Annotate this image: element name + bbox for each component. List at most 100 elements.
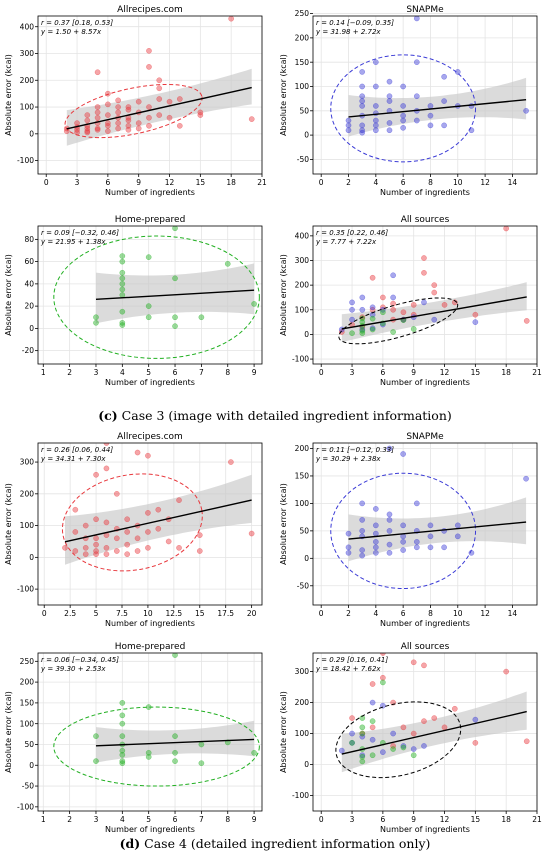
data-point	[400, 724, 407, 731]
data-point	[359, 500, 366, 507]
data-point	[251, 301, 257, 307]
data-point	[84, 125, 91, 132]
plot-frame	[37, 442, 263, 606]
tick-label-x: 7	[199, 368, 204, 377]
data-point	[196, 548, 203, 554]
data-point	[359, 753, 366, 760]
stat-correlation: r = 0.09 [−0.32, 0.46]	[41, 229, 119, 237]
data-point	[103, 519, 110, 526]
data-point	[451, 705, 458, 712]
data-point	[380, 749, 386, 755]
tick-label-x: 2	[346, 178, 351, 187]
tick-label-x: 8	[225, 368, 230, 377]
data-point	[380, 702, 386, 709]
data-point	[427, 522, 434, 529]
data-point	[198, 741, 205, 748]
data-point	[431, 282, 438, 288]
data-point	[155, 525, 162, 532]
data-point	[145, 754, 152, 760]
tick-label-x: 4	[120, 815, 125, 824]
tick-label-x: 6	[380, 815, 385, 824]
data-point	[74, 120, 80, 126]
tick-label-x: 1	[41, 815, 46, 824]
tick-label-y: 400	[295, 231, 310, 240]
data-point	[359, 715, 366, 721]
data-point	[410, 752, 417, 759]
regression-line	[348, 521, 527, 540]
data-point	[156, 77, 163, 84]
tick-label-y: 0	[304, 760, 309, 769]
data-point	[94, 125, 101, 132]
tick-label-y: 300	[20, 49, 35, 58]
tick-label-y: 200	[20, 678, 35, 687]
data-point	[146, 104, 152, 110]
x-axis-label: Number of ingredients	[380, 378, 470, 387]
tick-label-y: 200	[295, 281, 310, 290]
tick-label-x: 7	[199, 815, 204, 824]
data-point	[369, 752, 376, 759]
tick-label-x: 12	[440, 368, 450, 377]
tick-label-x: 3	[350, 368, 355, 377]
y-axis-label: Absolute error (kcal)	[4, 254, 13, 336]
data-point	[93, 541, 99, 548]
tick-label-y: 200	[295, 444, 310, 453]
data-point	[119, 308, 126, 315]
data-point	[400, 744, 407, 751]
tick-label-x: 6	[173, 368, 178, 377]
tick-label-x: 21	[532, 815, 542, 824]
data-point	[145, 529, 151, 535]
data-point	[369, 718, 376, 725]
chart-title: Home-prepared	[115, 642, 186, 652]
tick-label-x: 21	[532, 368, 542, 377]
data-point	[349, 316, 355, 323]
tick-label-x: 9	[252, 368, 257, 377]
stat-equation: y = 18.42 + 7.62x	[315, 665, 381, 673]
data-point	[413, 117, 420, 124]
data-point	[196, 532, 203, 538]
y-axis-label: Absolute error (kcal)	[279, 691, 288, 773]
data-point	[146, 47, 152, 54]
data-point	[93, 548, 99, 554]
data-point	[176, 544, 182, 551]
caption-c-label: (c)	[98, 408, 118, 423]
x-axis-label: Number of ingredients	[105, 188, 195, 197]
data-point	[421, 299, 427, 306]
data-point	[119, 258, 126, 265]
data-point	[468, 103, 475, 109]
data-point	[400, 743, 407, 749]
tick-label-x: 3	[350, 815, 355, 824]
tick-label-x: 6	[105, 178, 110, 187]
data-point	[146, 114, 152, 121]
tick-label-y: 250	[295, 9, 310, 18]
data-point	[224, 260, 231, 267]
data-point	[119, 747, 126, 754]
tick-label-x: 9	[411, 368, 416, 377]
stat-correlation: r = 0.06 [−0.34, 0.45]	[41, 656, 119, 664]
plot-frame	[312, 652, 538, 812]
data-point	[441, 544, 447, 551]
plot-frame	[312, 225, 538, 365]
data-point	[155, 506, 162, 513]
caption-c-text: Case 3 (image with detailed ingredient i…	[121, 408, 452, 423]
tick-label-y: 100	[295, 82, 310, 91]
tick-label-x: 0	[42, 609, 47, 618]
data-point	[359, 330, 366, 337]
data-point	[400, 124, 406, 131]
stat-equation: y = 21.95 + 1.38x	[40, 238, 106, 246]
tick-label-x: 4	[373, 178, 378, 187]
data-point	[105, 112, 111, 118]
data-point	[119, 758, 126, 764]
tick-label-y: 50	[24, 740, 34, 749]
tick-label-x: 8	[428, 178, 433, 187]
data-point	[105, 128, 111, 135]
tick-label-y: 200	[295, 698, 310, 707]
y-axis-label: Absolute error (kcal)	[4, 483, 13, 565]
data-point	[400, 451, 406, 457]
data-point	[454, 522, 461, 529]
tick-label-x: 2	[67, 368, 72, 377]
plot-frame	[37, 225, 263, 365]
data-point	[119, 733, 126, 740]
confidence-band	[66, 68, 252, 146]
data-point	[105, 101, 111, 108]
tick-label-y: 150	[20, 698, 35, 707]
